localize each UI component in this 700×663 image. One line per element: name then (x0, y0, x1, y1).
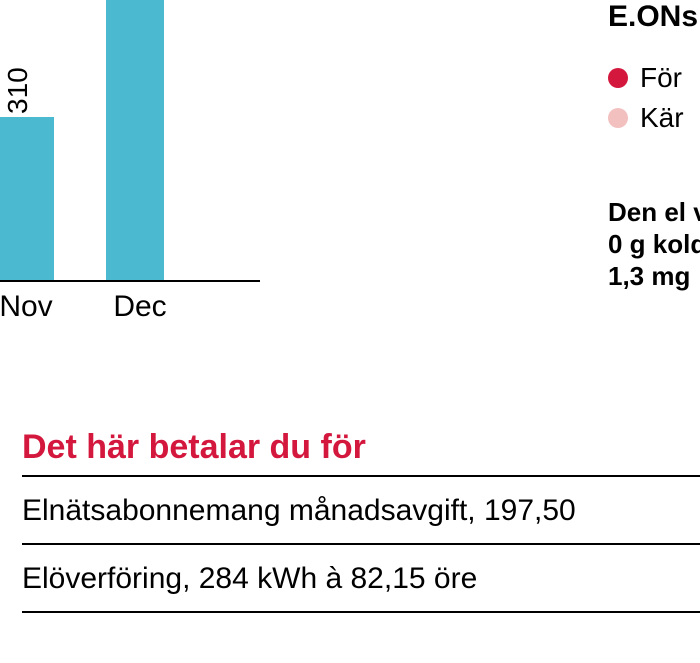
line-item-2: Elöverföring, 284 kWh à 82,15 öre (22, 562, 477, 596)
section-heading: Det här betalar du för (22, 428, 366, 467)
legend-dot-0 (608, 68, 628, 88)
rule-2 (22, 543, 700, 545)
bar-nov-label: 310 (2, 67, 34, 114)
rule-3 (22, 611, 700, 613)
line-item-1: Elnätsabonnemang månadsavgift, 197,50 (22, 494, 576, 528)
right-title: E.ONs (608, 0, 698, 34)
bar-nov (0, 117, 54, 280)
legend-item-0: För (608, 62, 682, 94)
right-para-line-2: 1,3 mg (608, 260, 690, 292)
legend-label-0: För (640, 62, 682, 93)
x-label-dec: Dec (90, 290, 190, 324)
legend-label-1: Kär (640, 102, 684, 133)
right-para-line-1: 0 g kold (608, 228, 700, 260)
legend-dot-1 (608, 108, 628, 128)
bar-dec (106, 0, 164, 280)
right-para-line-0: Den el v (608, 196, 700, 228)
legend-item-1: Kär (608, 102, 684, 134)
chart-plot-area: 310 (0, 0, 260, 282)
rule-1 (22, 475, 700, 477)
consumption-chart: 310 Nov Dec (0, 0, 260, 320)
x-label-nov: Nov (0, 290, 76, 324)
